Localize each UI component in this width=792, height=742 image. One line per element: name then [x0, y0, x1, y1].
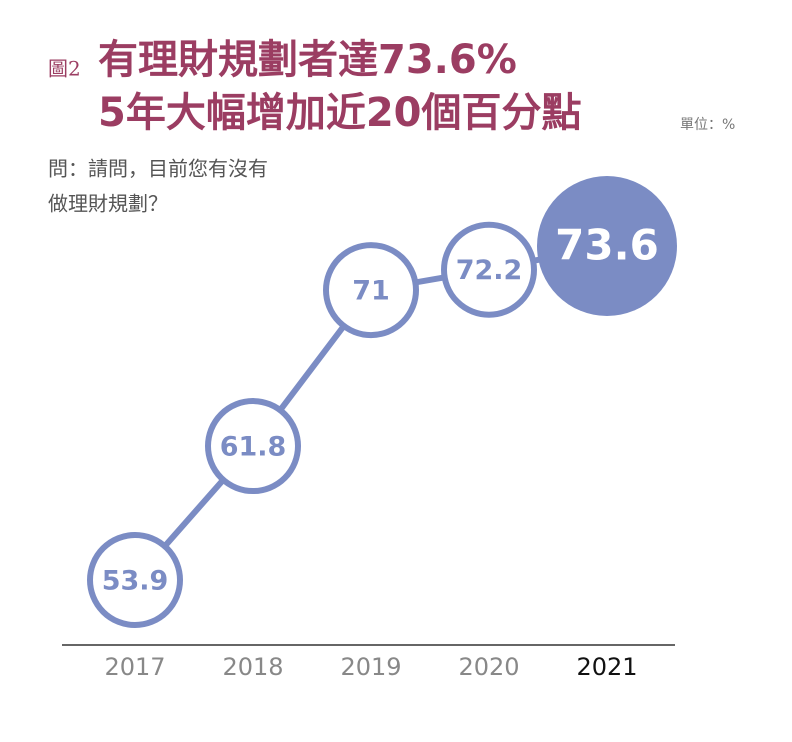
question: 做理財規劃？	[48, 192, 168, 216]
chart-title: 有理財規劃者達73.6%	[98, 37, 517, 83]
data-label: 53.9	[102, 566, 169, 597]
data-label: 72.2	[456, 255, 523, 286]
figure-label: 圖2	[48, 57, 81, 81]
x-tick-label: 2018	[222, 653, 283, 681]
x-tick-label: 2019	[340, 653, 401, 681]
x-tick-label: 2020	[458, 653, 519, 681]
unit-label: 單位：%	[680, 117, 735, 133]
point	[441, 221, 537, 318]
x-tick-label: 2017	[104, 653, 165, 681]
point	[323, 242, 419, 339]
point	[537, 176, 677, 316]
data-label: 71	[352, 276, 390, 307]
data-label: 61.8	[220, 432, 287, 463]
question: 問：請問，目前您有沒有	[48, 157, 268, 181]
x-tick-label: 2021	[576, 653, 637, 681]
chart-title: 5年大幅增加近20個百分點	[98, 90, 582, 136]
data-label: 73.6	[555, 221, 659, 270]
point	[205, 398, 301, 495]
point	[87, 532, 183, 628]
